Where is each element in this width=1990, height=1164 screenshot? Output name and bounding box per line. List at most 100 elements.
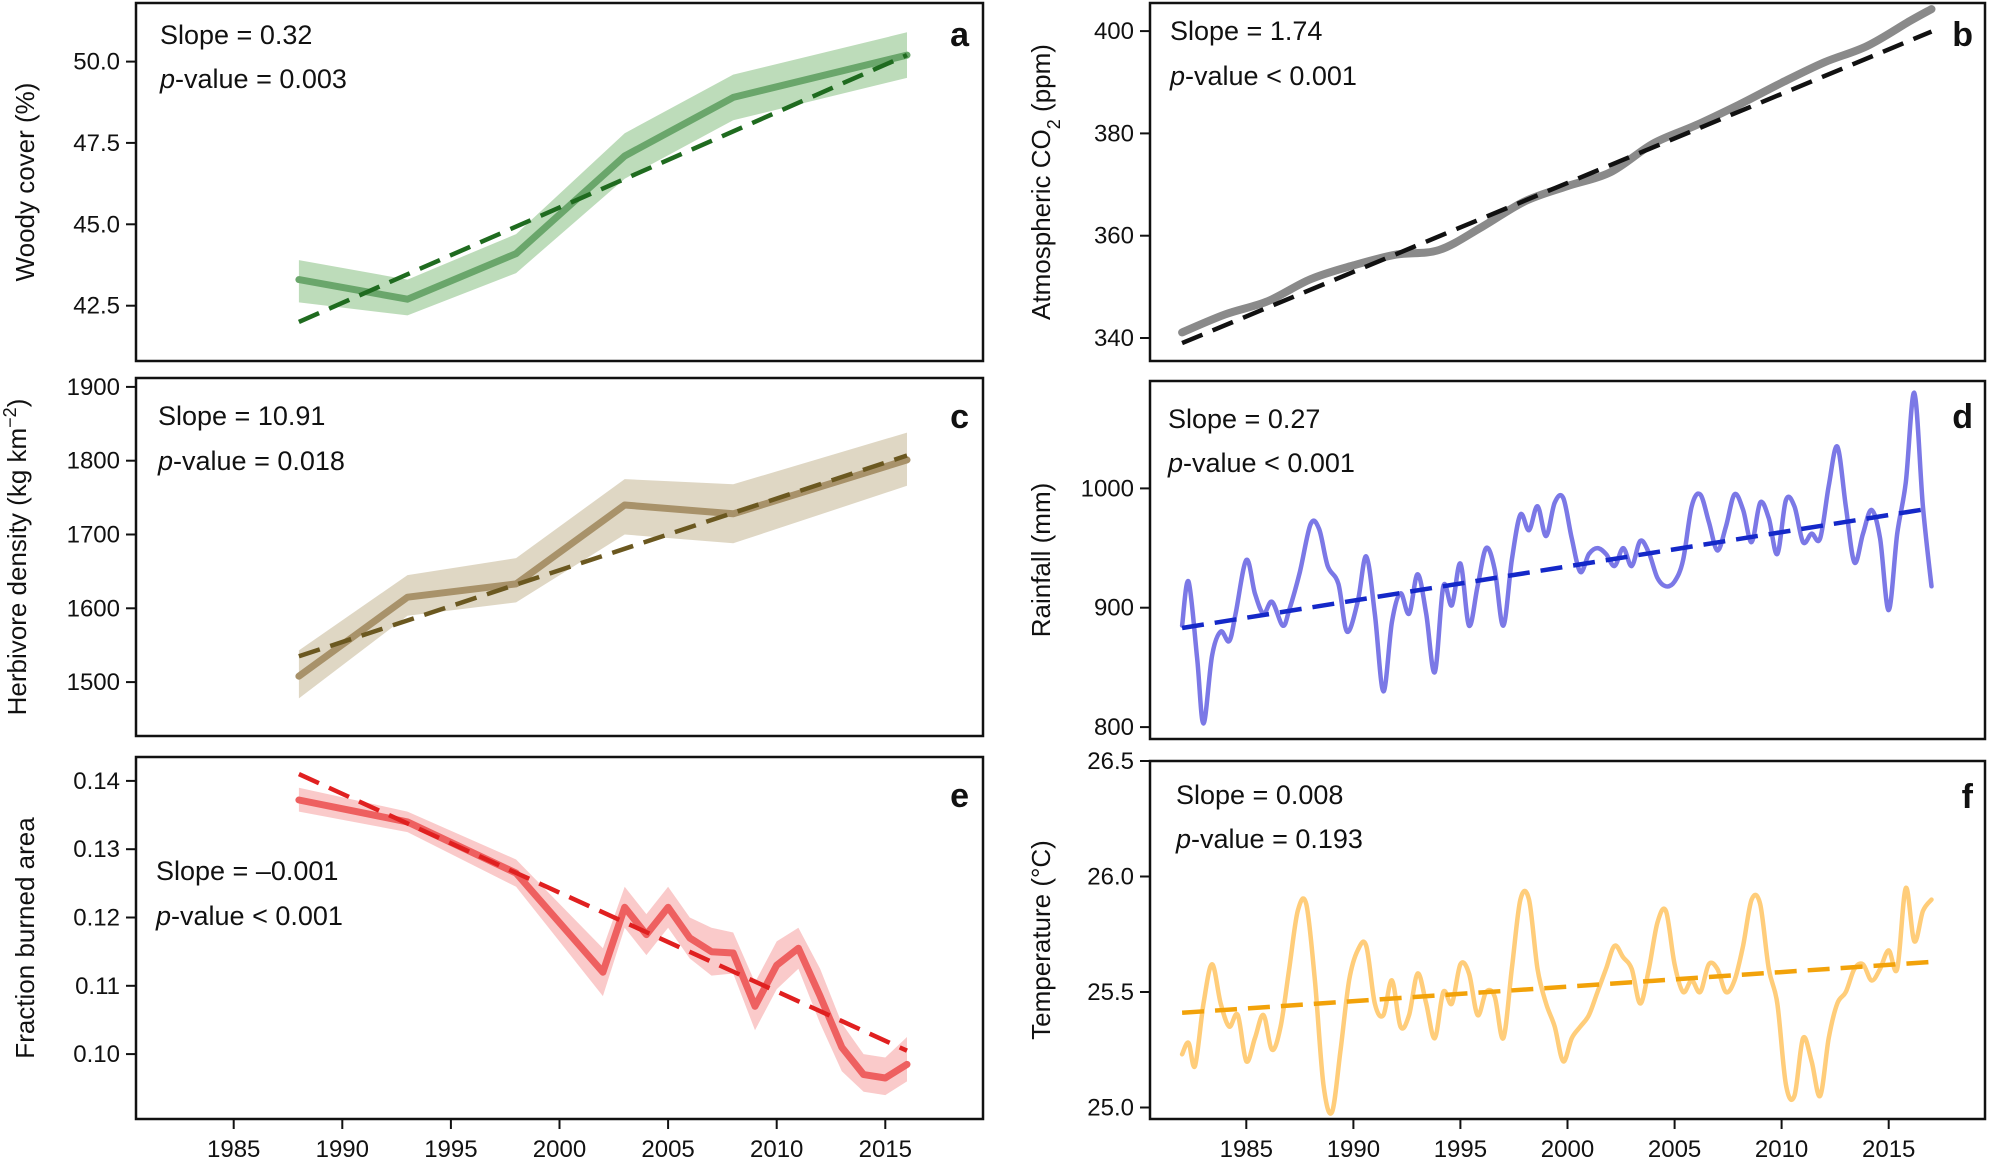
y-tick-label: 0.14	[73, 768, 120, 795]
y-axis-ticks: 25.0 25.5 26.0 26.5	[1087, 748, 1150, 1122]
series-line-layer	[295, 456, 911, 680]
x-tick-label: 1995	[1434, 1136, 1487, 1163]
x-tick-label: 1995	[424, 1136, 477, 1163]
y-tick-label: 1900	[67, 374, 120, 401]
y-tick-label: 47.5	[73, 130, 120, 157]
y-tick-label: 380	[1094, 120, 1134, 147]
y-axis-ticks: 340 360 380 400	[1094, 18, 1150, 352]
y-axis-label: Woody cover (%)	[10, 83, 40, 282]
slope-annotation: Slope = –0.001	[156, 856, 338, 886]
panel-c: 1500 1600 1700 1800 1900 Herbivore density (…	[0, 374, 985, 738]
panel-letter: c	[950, 398, 969, 436]
y-tick-label: 0.13	[73, 836, 120, 863]
y-tick-label: 800	[1094, 714, 1134, 741]
series-line	[295, 456, 911, 680]
ci-band-layer	[298, 432, 907, 699]
trend-line-layer	[1181, 959, 1932, 1016]
y-tick-label: 45.0	[73, 211, 120, 238]
trend-line-layer	[1181, 29, 1933, 346]
trend-line-layer	[297, 53, 908, 324]
plot-frame	[134, 1, 985, 363]
trend-line	[297, 53, 908, 324]
y-tick-label: 25.0	[1087, 1095, 1134, 1122]
series-line	[1179, 390, 1934, 726]
series-line	[1178, 5, 1936, 337]
panel-d: 800 900 1000 Rainfall (mm) Slope = 0.27 p-…	[1026, 379, 1987, 741]
x-tick-label: 2000	[1541, 1136, 1594, 1163]
p-value-annotation: p-value = 0.003	[159, 64, 347, 94]
slope-annotation: Slope = 0.008	[1176, 780, 1343, 810]
y-tick-label: 900	[1094, 595, 1134, 622]
plot-frame	[134, 376, 985, 738]
p-value-annotation: p-value < 0.001	[155, 901, 343, 931]
y-tick-label: 340	[1094, 325, 1134, 352]
y-axis-label: Atmospheric CO2 (ppm)	[1026, 44, 1064, 320]
y-axis-label: Herbivore density (kg km−2)	[0, 399, 32, 716]
series-line-layer	[1179, 390, 1934, 726]
series-line-layer	[295, 796, 911, 1082]
x-axis-ticks: 1985 1990 1995 2000 2005 2010 2015	[1220, 1119, 1915, 1163]
panel-letter: a	[950, 16, 970, 54]
slope-annotation: Slope = 1.74	[1170, 16, 1322, 46]
slope-annotation: Slope = 0.27	[1168, 404, 1320, 434]
x-tick-label: 2010	[1755, 1136, 1808, 1163]
slope-annotation: Slope = 10.91	[158, 401, 325, 431]
y-tick-label: 360	[1094, 223, 1134, 250]
trend-line	[1181, 507, 1922, 631]
panel-e: 0.10 0.11 0.12 0.13 0.14 1985 1990 1995 2000 200…	[10, 755, 985, 1163]
y-tick-label: 1000	[1081, 475, 1134, 502]
trend-line	[1181, 29, 1933, 346]
panel-letter: d	[1952, 398, 1973, 436]
panel-f: 25.0 25.5 26.0 26.5 1985 1990 1995 2000 2005 201…	[1026, 748, 1987, 1163]
y-axis-ticks: 800 900 1000	[1081, 475, 1150, 741]
ci-band-layer	[298, 787, 907, 1096]
y-axis-label: Fraction burned area	[10, 817, 40, 1059]
panel-a: 42.5 45.0 47.5 50.0 Woody cover (%) Slope =…	[10, 1, 985, 363]
x-tick-label: 2005	[1648, 1136, 1701, 1163]
confidence-band	[298, 787, 907, 1096]
x-tick-label: 2015	[1862, 1136, 1915, 1163]
y-tick-label: 26.5	[1087, 748, 1134, 775]
trend-line-layer	[1181, 507, 1922, 631]
series-line	[295, 51, 911, 303]
trend-line-layer	[297, 772, 908, 1053]
p-value-annotation: p-value = 0.193	[1175, 824, 1363, 854]
p-value-annotation: p-value = 0.018	[157, 446, 345, 476]
series-line	[1179, 885, 1934, 1116]
y-tick-label: 0.12	[73, 905, 120, 932]
y-tick-label: 1700	[67, 522, 120, 549]
panel-letter: b	[1952, 16, 1973, 54]
x-axis-ticks: 1985 1990 1995 2000 2005 2010 2015	[207, 1119, 912, 1163]
plot-frame	[1148, 1, 1987, 363]
x-tick-label: 2005	[641, 1136, 694, 1163]
series-line-layer	[1178, 5, 1936, 337]
trend-line	[297, 772, 908, 1053]
series-line	[295, 796, 911, 1082]
y-tick-label: 1800	[67, 448, 120, 475]
trend-line	[1181, 959, 1932, 1016]
y-tick-label: 26.0	[1087, 864, 1134, 891]
y-tick-label: 0.11	[75, 973, 120, 1000]
confidence-band	[298, 432, 907, 699]
y-tick-label: 1600	[67, 595, 120, 622]
slope-annotation: Slope = 0.32	[160, 20, 312, 50]
x-tick-label: 1985	[1220, 1136, 1273, 1163]
p-value-annotation: p-value < 0.001	[1169, 61, 1357, 91]
panel-letter: f	[1962, 778, 1974, 816]
y-tick-label: 400	[1094, 18, 1134, 45]
trend-line	[298, 453, 908, 659]
y-axis-label: Rainfall (mm)	[1026, 483, 1056, 638]
y-tick-label: 50.0	[73, 49, 120, 76]
y-axis-ticks: 1500 1600 1700 1800 1900	[67, 374, 136, 696]
series-line-layer	[295, 51, 911, 303]
panel-b: 340 360 380 400 Atmospheric CO2 (ppm) Slope…	[1026, 1, 1987, 363]
y-tick-label: 0.10	[73, 1041, 120, 1068]
x-tick-label: 1990	[316, 1136, 369, 1163]
x-tick-label: 1985	[207, 1136, 260, 1163]
y-tick-label: 42.5	[73, 293, 120, 320]
plot-frame	[1148, 379, 1987, 741]
x-tick-label: 2000	[533, 1136, 586, 1163]
x-tick-label: 1990	[1327, 1136, 1380, 1163]
x-tick-label: 2010	[750, 1136, 803, 1163]
